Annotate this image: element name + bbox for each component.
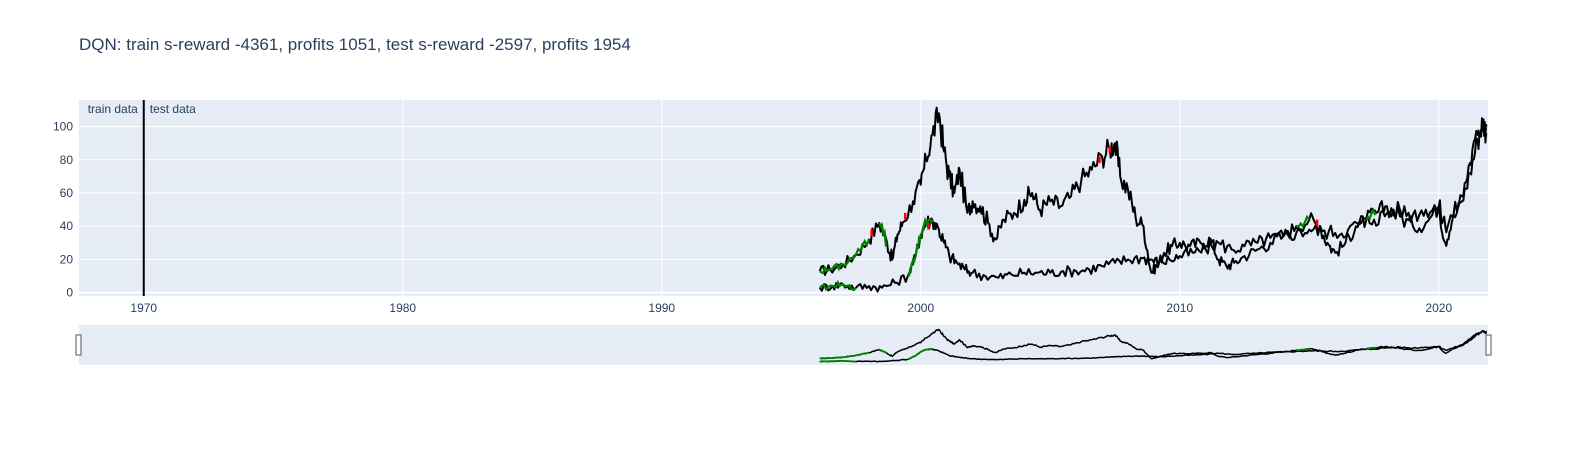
price-line <box>818 106 1488 276</box>
y-tick-label: 60 <box>60 186 74 200</box>
range-slider-right-handle[interactable] <box>1485 334 1492 356</box>
x-axis: 1970 1980 1990 2000 2010 2020 <box>130 301 1452 315</box>
buy-position-segment-overview <box>819 351 870 360</box>
buy-position-segment <box>1296 214 1311 229</box>
buy-position-segment <box>819 238 871 275</box>
y-axis: 0 20 40 60 80 100 <box>53 120 73 300</box>
x-tick-label: 2000 <box>907 301 934 315</box>
x-tick-label: 1990 <box>648 301 675 315</box>
buy-position-segment-overview <box>819 359 856 363</box>
buy-position-segment <box>907 216 934 278</box>
y-tick-label: 0 <box>66 286 73 300</box>
buy-position-segment-overview <box>1366 346 1377 350</box>
buy-position-segment <box>819 279 857 292</box>
x-tick-label: 1970 <box>130 301 157 315</box>
buy-position-segment <box>1365 207 1378 221</box>
range-slider[interactable] <box>79 325 1488 365</box>
x-tick-label: 1980 <box>389 301 416 315</box>
buy-position-segment-overview <box>878 348 888 355</box>
x-tick-label: 2020 <box>1425 301 1452 315</box>
chart-title: DQN: train s-reward -4361, profits 1051,… <box>79 35 631 54</box>
range-slider-left-handle[interactable] <box>75 334 82 356</box>
buy-position-segment <box>878 222 888 248</box>
train-data-label: train data <box>88 102 138 116</box>
y-tick-label: 40 <box>60 219 74 233</box>
buy-position-segment-overview <box>1296 347 1310 352</box>
y-tick-label: 100 <box>53 120 73 134</box>
y-tick-label: 20 <box>60 252 74 266</box>
y-tick-label: 80 <box>60 153 74 167</box>
series-group <box>818 106 1488 293</box>
test-data-label: test data <box>150 102 196 116</box>
range-slider-series <box>819 328 1488 363</box>
x-tick-label: 2010 <box>1166 301 1193 315</box>
gridlines <box>79 100 1488 296</box>
buy-position-segment-overview <box>907 348 933 361</box>
plot-area <box>79 100 1488 296</box>
